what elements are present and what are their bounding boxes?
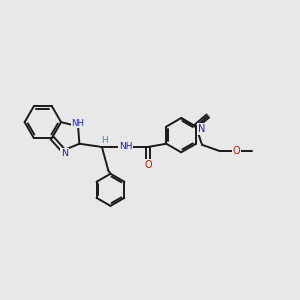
Text: NH: NH [72,118,85,127]
Text: O: O [144,160,152,170]
Text: O: O [232,146,240,156]
Text: NH: NH [119,142,132,151]
Text: H: H [101,136,108,146]
Text: N: N [198,124,205,134]
Text: N: N [61,149,68,158]
